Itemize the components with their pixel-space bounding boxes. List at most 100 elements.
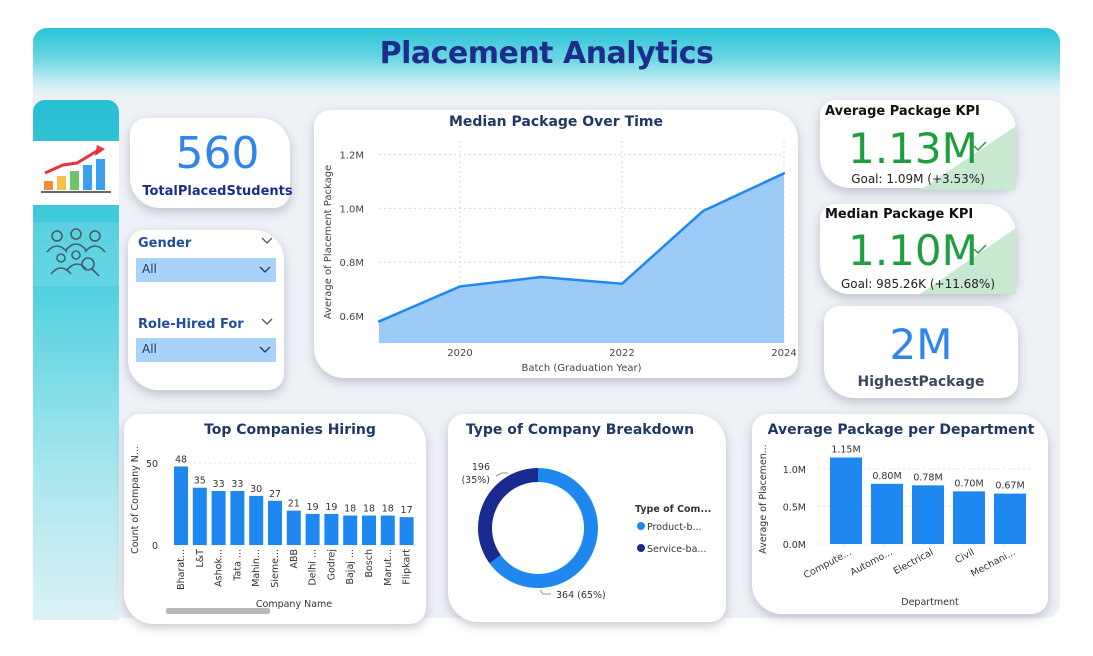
x-axis-label: Department: [901, 597, 959, 608]
page-title: Placement Analytics: [379, 36, 714, 71]
highest-package-label: HighestPackage: [857, 374, 985, 390]
data-label: 33: [231, 479, 243, 490]
chevron-down-icon[interactable]: [261, 237, 273, 245]
median-kpi-value: 1.10M: [848, 226, 978, 275]
check-icon: [973, 141, 987, 152]
role-dropdown[interactable]: All: [136, 338, 276, 362]
bar: [324, 513, 339, 545]
data-label: 0.78M: [913, 472, 942, 483]
header-banner: Placement Analytics: [33, 28, 1060, 98]
data-label: 19: [325, 502, 337, 513]
data-label: 17: [401, 505, 413, 516]
x-tick-label: ABB: [289, 549, 300, 569]
data-label: 0.67M: [995, 481, 1024, 492]
bar: [343, 515, 358, 545]
gender-slicer-label: Gender: [138, 236, 192, 251]
bar: [953, 491, 985, 544]
median-package-chart-title: Median Package Over Time: [448, 114, 664, 130]
data-label: 19: [307, 502, 319, 513]
data-point: [458, 285, 462, 288]
data-label: 0.70M: [954, 478, 983, 489]
total-placed-label: TotalPlacedStudents: [142, 184, 293, 199]
data-point: [377, 320, 381, 323]
x-tick-label: Delhi ...: [308, 549, 319, 586]
area-fill: [379, 173, 784, 343]
data-label: 33: [213, 479, 225, 490]
y-tick-label: 0.6M: [339, 312, 364, 323]
x-tick-label: Bharat...: [176, 549, 187, 590]
data-label: 48: [175, 454, 187, 465]
data-point: [539, 275, 543, 279]
y-tick-label: 0.0M: [783, 540, 806, 551]
nav-button-people[interactable]: [33, 222, 119, 286]
x-tick-label: Ashok...: [214, 549, 225, 587]
bar: [830, 457, 862, 544]
data-label: 1.15M: [831, 445, 860, 456]
highest-package-value: 2M: [889, 320, 953, 369]
y-tick-label: 50: [146, 459, 158, 470]
chevron-down-icon[interactable]: [261, 318, 273, 326]
x-axis-label: Company Name: [256, 599, 332, 610]
bar: [994, 493, 1026, 544]
check-icon: [973, 244, 987, 255]
leader-line: [495, 472, 508, 477]
donut-slice: [477, 468, 538, 564]
role-dropdown-value: All: [142, 342, 157, 356]
y-tick-label: 1.0M: [783, 465, 806, 476]
bar-chart-trend-icon: [41, 145, 111, 193]
highest-package-card: [824, 306, 1018, 398]
y-axis-label: Count of Company N...: [130, 446, 141, 554]
slice-label: (35%): [461, 475, 490, 486]
people-search-icon: [46, 228, 106, 277]
x-tick-label: Civil: [953, 547, 976, 566]
slicer-card: [128, 230, 284, 390]
legend-title: Type of Com...: [635, 504, 711, 515]
x-tick-label: Automo...: [849, 547, 895, 578]
y-tick-label: 0: [152, 541, 158, 552]
y-tick-label: 0.8M: [339, 258, 364, 269]
y-tick-label: 1.2M: [339, 150, 364, 161]
total-placed-card: 560 TotalPlacedStudents: [130, 118, 293, 208]
average-kpi-trend-wedge: [920, 126, 1016, 190]
x-tick-label: Mahin...: [251, 549, 262, 587]
bar: [305, 513, 320, 545]
median-package-chart: 0.6M 0.8M 1.0M 1.2M 2020 2022 2024 Batch (Gradu…: [323, 141, 797, 374]
data-point: [620, 282, 624, 285]
data-label: 18: [382, 504, 394, 515]
chart-horizontal-scrollbar[interactable]: [166, 608, 270, 614]
legend-label: Product-b...: [647, 522, 702, 533]
data-point: [701, 209, 705, 213]
x-tick-label: Godrej: [326, 549, 337, 580]
bar: [192, 487, 207, 545]
bar: [211, 491, 226, 545]
x-tick-label: Flipkart: [402, 549, 413, 585]
legend-marker: [637, 544, 645, 552]
bar: [912, 485, 944, 544]
series-line: [378, 172, 785, 323]
bar: [399, 517, 414, 545]
x-tick-label: Bajaj ...: [345, 549, 356, 585]
bar: [174, 466, 188, 545]
y-tick-label: 0.5M: [783, 502, 806, 513]
data-point: [782, 172, 786, 175]
bar: [268, 500, 282, 545]
bar: [286, 510, 301, 545]
average-kpi-title: Average Package KPI: [825, 104, 980, 119]
department-chart-title: Average Package per Department: [767, 422, 1035, 438]
bar: [249, 495, 264, 545]
x-tick-label: 2024: [771, 348, 796, 359]
legend-label: Service-ba...: [647, 544, 706, 555]
bar: [871, 483, 903, 544]
legend-marker: [637, 522, 645, 530]
total-placed-value: 560: [175, 128, 260, 179]
gender-dropdown[interactable]: All: [136, 258, 276, 282]
x-tick-label: Mechani...: [969, 547, 1017, 580]
gender-dropdown-value: All: [142, 262, 157, 276]
nav-button-analytics[interactable]: [33, 141, 119, 205]
x-tick-label: Marut...: [383, 549, 394, 586]
median-kpi-goal: Goal: 985.26K (+11.68%): [840, 277, 996, 291]
y-axis-label: Average of Placement Package: [323, 165, 334, 319]
median-kpi-trend-wedge: [920, 228, 1016, 294]
x-tick-label: Electrical: [892, 547, 936, 577]
